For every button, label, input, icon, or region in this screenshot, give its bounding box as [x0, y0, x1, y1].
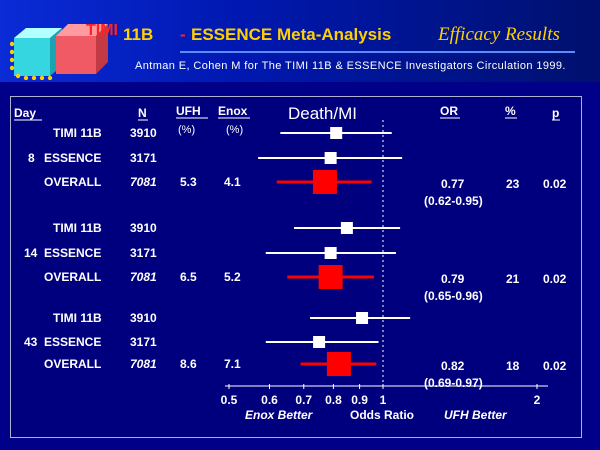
col-ufh-header: UFH: [176, 104, 201, 118]
study-estimate-marker: [313, 336, 326, 348]
col-p-header: p: [552, 106, 559, 120]
study-estimate-marker: [330, 127, 343, 139]
risk-reduction-value: 21: [506, 272, 520, 286]
p-value: 0.02: [543, 359, 567, 373]
study-estimate-marker: [324, 152, 337, 164]
study-label: OVERALL: [44, 175, 101, 189]
x-tick-label: 0.9: [351, 393, 368, 407]
col-or-header: OR: [440, 104, 458, 118]
n-value: 3171: [130, 335, 157, 349]
efficacy-title: Efficacy Results: [438, 24, 560, 45]
study-label: OVERALL: [44, 357, 101, 371]
x-tick-label: 0.5: [221, 393, 238, 407]
risk-reduction-value: 23: [506, 177, 520, 191]
study-estimate-marker: [356, 312, 369, 324]
col-enox-header: Enox: [218, 104, 248, 118]
study-label: TIMI 11B: [53, 126, 102, 140]
title-dash: -: [180, 25, 186, 44]
col-enox-unit: (%): [226, 124, 243, 136]
n-value: 3910: [130, 311, 157, 325]
or-value: 0.77: [441, 177, 465, 191]
pooled-estimate-marker: [318, 265, 343, 289]
or-value: 0.79: [441, 272, 465, 286]
enox-rate: 4.1: [224, 175, 241, 189]
ufh-better-label: UFH Better: [444, 408, 508, 422]
or-value: 0.82: [441, 359, 465, 373]
forest-plot-panel: [10, 96, 582, 438]
n-value: 3171: [130, 246, 157, 260]
day-label: 14: [24, 246, 38, 260]
n-value: 3171: [130, 151, 157, 165]
ci-value: (0.69-0.97): [424, 376, 483, 390]
x-tick-label: 2: [534, 393, 541, 407]
ufh-rate: 5.3: [180, 175, 197, 189]
study-label: TIMI 11B: [53, 221, 102, 235]
pooled-estimate-marker: [326, 352, 351, 376]
day-label: 43: [24, 335, 38, 349]
study-estimate-marker: [340, 222, 353, 234]
endpoint-header: Death/MI: [288, 104, 357, 123]
col-n-header: N: [138, 106, 147, 120]
study-label: OVERALL: [44, 270, 101, 284]
col-pct-header: %: [505, 104, 516, 118]
x-tick-label: 0.7: [295, 393, 312, 407]
n-value: 3910: [130, 221, 157, 235]
n-value: 7081: [130, 175, 157, 189]
x-tick-label: 0.6: [261, 393, 278, 407]
ci-value: (0.65-0.96): [424, 289, 483, 303]
p-value: 0.02: [543, 272, 567, 286]
pooled-estimate-marker: [312, 170, 337, 194]
day-label: 8: [28, 151, 35, 165]
ufh-rate: 6.5: [180, 270, 197, 284]
col-ufh-unit: (%): [178, 124, 195, 136]
risk-reduction-value: 18: [506, 359, 520, 373]
title-divider: [180, 51, 575, 53]
study-label: ESSENCE: [44, 246, 101, 260]
x-tick-label: 1: [380, 393, 387, 407]
enox-rate: 5.2: [224, 270, 241, 284]
cube-logo-icon: [10, 24, 108, 80]
slide-title: ESSENCE Meta-Analysis: [191, 25, 392, 44]
trial-number: 11B: [123, 25, 154, 44]
study-estimate-marker: [324, 247, 337, 259]
enox-rate: 7.1: [224, 357, 241, 371]
study-label: TIMI 11B: [53, 311, 102, 325]
col-day-header: Day: [14, 106, 36, 120]
x-tick-label: 0.8: [325, 393, 342, 407]
x-axis-title: Odds Ratio: [350, 408, 414, 422]
p-value: 0.02: [543, 177, 567, 191]
study-label: ESSENCE: [44, 335, 101, 349]
citation: Antman E, Cohen M for The TIMI 11B & ESS…: [135, 60, 566, 72]
ufh-rate: 8.6: [180, 357, 197, 371]
timi-label: TIMI: [86, 22, 118, 39]
n-value: 3910: [130, 126, 157, 140]
enox-better-label: Enox Better: [245, 408, 314, 422]
ci-value: (0.62-0.95): [424, 194, 483, 208]
study-label: ESSENCE: [44, 151, 101, 165]
n-value: 7081: [130, 270, 157, 284]
n-value: 7081: [130, 357, 157, 371]
